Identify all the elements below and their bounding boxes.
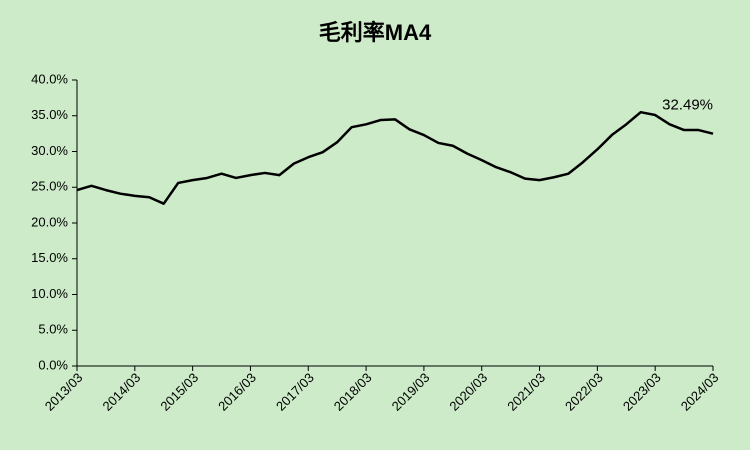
x-tick-label: 2019/03 [389,370,433,414]
x-tick-label: 2018/03 [331,370,375,414]
y-tick-label: 10.0% [31,286,68,301]
y-tick-label: 0.0% [38,357,68,372]
y-tick-label: 20.0% [31,214,68,229]
chart-title: 毛利率MA4 [319,20,432,45]
x-tick-label: 2021/03 [504,370,548,414]
y-tick-label: 35.0% [31,107,68,122]
x-tick-label: 2014/03 [100,370,144,414]
x-tick-label: 2024/03 [678,370,722,414]
x-tick-label: 2017/03 [273,370,317,414]
x-tick-label: 2013/03 [42,370,86,414]
line [76,110,714,205]
x-tick-label: 2016/03 [215,370,259,414]
x-tick-label: 2022/03 [562,370,606,414]
y-tick-label: 25.0% [31,179,68,194]
x-tick-label: 2023/03 [620,370,664,414]
x-tick-label: 2020/03 [446,370,490,414]
y-tick-label: 40.0% [31,71,68,86]
data-label: 32.49% [662,97,713,114]
y-tick-label: 15.0% [31,250,68,265]
y-tick-label: 5.0% [38,322,68,337]
x-tick-label: 2015/03 [157,370,201,414]
y-tick-label: 30.0% [31,143,68,158]
